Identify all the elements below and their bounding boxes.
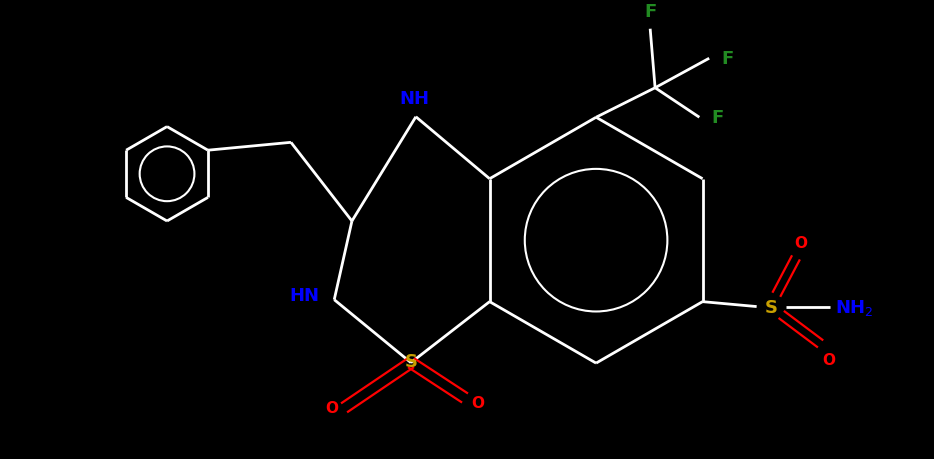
- Text: O: O: [472, 396, 485, 410]
- Text: O: O: [795, 235, 807, 250]
- Text: F: F: [644, 3, 657, 21]
- Text: S: S: [765, 298, 778, 316]
- Text: NH$_2$: NH$_2$: [835, 297, 874, 317]
- Text: NH: NH: [399, 90, 429, 108]
- Text: S: S: [404, 352, 417, 370]
- Text: O: O: [822, 352, 835, 367]
- Text: F: F: [721, 50, 733, 68]
- Text: F: F: [711, 109, 724, 127]
- Text: O: O: [325, 401, 338, 415]
- Text: HN: HN: [290, 286, 319, 304]
